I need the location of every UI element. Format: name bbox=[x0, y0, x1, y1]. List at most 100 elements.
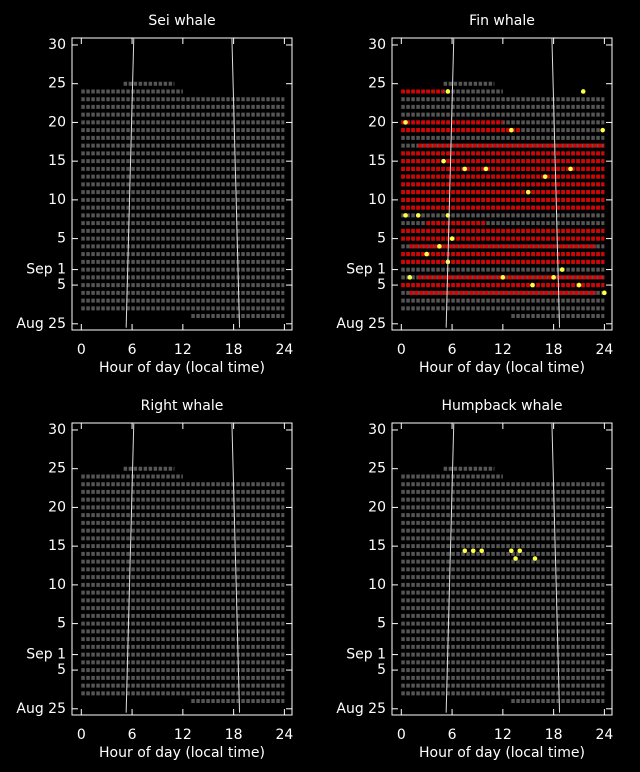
yellow-point bbox=[479, 548, 484, 554]
y-tick-label: 5 bbox=[57, 662, 66, 678]
yellow-point bbox=[470, 548, 476, 554]
yellow-point bbox=[441, 158, 446, 164]
x-tick-label: 24 bbox=[275, 727, 293, 743]
yellow-point bbox=[559, 267, 565, 272]
yellow-point bbox=[449, 236, 455, 241]
panel-title: Right whale bbox=[141, 398, 224, 414]
sunrise-line bbox=[125, 423, 135, 713]
panel-title: Fin whale bbox=[469, 13, 535, 29]
sunrise-line bbox=[445, 38, 455, 328]
y-tick-label: Aug 25 bbox=[16, 316, 66, 332]
y-tick-label: Sep 1 bbox=[26, 647, 66, 663]
x-axis-label: Hour of day (local time) bbox=[419, 360, 585, 376]
yellow-point bbox=[517, 548, 523, 554]
x-tick-label: 24 bbox=[275, 342, 293, 358]
yellow-point bbox=[403, 120, 408, 125]
yellow-point bbox=[580, 89, 586, 94]
y-tick-label: 25 bbox=[48, 461, 66, 477]
yellow-point bbox=[462, 548, 468, 554]
yellow-point bbox=[568, 166, 573, 172]
plot-frame bbox=[391, 422, 613, 716]
x-tick-label: 18 bbox=[545, 727, 563, 743]
y-tick-label: 15 bbox=[48, 538, 66, 554]
yellow-point bbox=[513, 556, 518, 561]
y-tick-label: Aug 25 bbox=[16, 701, 66, 717]
y-tick-label: 25 bbox=[368, 76, 386, 92]
y-tick-label: 5 bbox=[377, 616, 386, 632]
x-axis-label: Hour of day (local time) bbox=[419, 745, 585, 761]
y-tick-label: 20 bbox=[368, 114, 386, 130]
x-tick-label: 6 bbox=[128, 342, 137, 358]
y-tick-label: 10 bbox=[48, 577, 66, 593]
x-tick-label: 18 bbox=[225, 727, 243, 743]
y-tick-label: 25 bbox=[48, 76, 66, 92]
yellow-point bbox=[445, 89, 451, 94]
y-tick-label: Sep 1 bbox=[346, 262, 386, 278]
x-axis-label: Hour of day (local time) bbox=[99, 745, 265, 761]
sunset-line bbox=[231, 423, 241, 713]
yellow-point bbox=[542, 174, 548, 179]
yellow-point bbox=[530, 282, 535, 288]
y-tick-label: Sep 1 bbox=[26, 262, 66, 278]
panel-title: Sei whale bbox=[148, 13, 215, 29]
yellow-point bbox=[525, 189, 531, 195]
yellow-point bbox=[424, 251, 429, 257]
y-tick-label: 5 bbox=[377, 662, 386, 678]
panel-title: Humpback whale bbox=[441, 398, 562, 414]
plot-frame bbox=[71, 37, 293, 331]
y-tick-label: 20 bbox=[48, 499, 66, 515]
yellow-point bbox=[509, 548, 514, 554]
y-tick-label: 25 bbox=[368, 461, 386, 477]
y-tick-label: 10 bbox=[368, 192, 386, 208]
y-tick-label: Aug 25 bbox=[336, 701, 386, 717]
x-tick-label: 0 bbox=[77, 727, 86, 743]
yellow-point bbox=[602, 290, 607, 296]
yellow-point bbox=[509, 127, 514, 133]
yellow-point bbox=[600, 127, 605, 133]
x-tick-label: 18 bbox=[225, 342, 243, 358]
y-tick-label: 5 bbox=[377, 277, 386, 293]
y-tick-label: 30 bbox=[368, 422, 386, 438]
x-axis-label: Hour of day (local time) bbox=[99, 360, 265, 376]
yellow-point bbox=[403, 213, 408, 218]
x-tick-label: 24 bbox=[595, 342, 613, 358]
x-tick-label: 18 bbox=[545, 342, 563, 358]
y-tick-label: Aug 25 bbox=[336, 316, 386, 332]
y-tick-label: 5 bbox=[57, 277, 66, 293]
plot-frame bbox=[71, 422, 293, 716]
sunrise-line bbox=[445, 423, 455, 713]
x-tick-label: 12 bbox=[174, 727, 192, 743]
sunrise-line bbox=[125, 38, 135, 328]
yellow-point bbox=[415, 213, 421, 218]
x-tick-label: 0 bbox=[77, 342, 86, 358]
y-tick-label: 30 bbox=[48, 422, 66, 438]
y-tick-label: 5 bbox=[57, 616, 66, 632]
x-tick-label: 6 bbox=[128, 727, 137, 743]
y-tick-label: 5 bbox=[377, 231, 386, 247]
x-tick-label: 6 bbox=[448, 342, 457, 358]
x-tick-label: 12 bbox=[174, 342, 192, 358]
x-tick-label: 0 bbox=[397, 727, 406, 743]
x-tick-label: 0 bbox=[397, 342, 406, 358]
yellow-point bbox=[437, 244, 442, 249]
sunset-line bbox=[551, 38, 561, 328]
y-tick-label: 15 bbox=[368, 538, 386, 554]
yellow-point bbox=[576, 282, 582, 288]
y-tick-label: 20 bbox=[48, 114, 66, 130]
plot-frame bbox=[391, 37, 613, 331]
yellow-point bbox=[407, 275, 413, 280]
yellow-point bbox=[532, 556, 538, 561]
y-tick-label: 30 bbox=[48, 37, 66, 53]
yellow-point bbox=[500, 275, 506, 280]
y-tick-label: 10 bbox=[368, 577, 386, 593]
y-tick-label: 20 bbox=[368, 499, 386, 515]
y-tick-label: 5 bbox=[57, 231, 66, 247]
sunset-line bbox=[551, 423, 561, 713]
y-tick-label: Sep 1 bbox=[346, 647, 386, 663]
y-tick-label: 10 bbox=[48, 192, 66, 208]
sunset-line bbox=[231, 38, 241, 328]
y-tick-label: 15 bbox=[48, 153, 66, 169]
yellow-point bbox=[483, 166, 489, 172]
